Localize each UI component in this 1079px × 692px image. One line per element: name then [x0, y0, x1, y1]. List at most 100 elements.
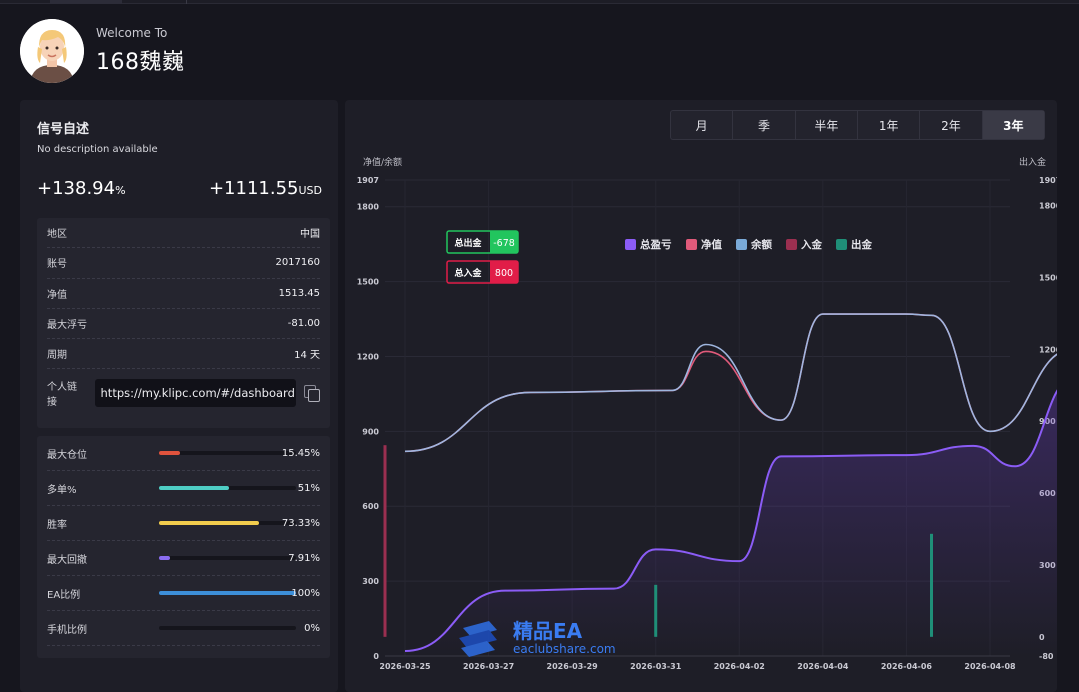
badge-value-bg — [490, 261, 518, 283]
welcome-text: Welcome To — [96, 26, 168, 40]
legend-swatch — [736, 239, 747, 250]
stat-label: 手机比例 — [47, 624, 87, 636]
page-header: Welcome To 168魏巍 — [20, 18, 185, 84]
active-tab-indicator[interactable] — [50, 0, 122, 4]
left-tick-label: 900 — [362, 427, 379, 436]
right-tick-label: 1500 — [1039, 273, 1057, 282]
copy-icon[interactable] — [304, 385, 320, 403]
stat-row-mobile-ratio: 手机比例 0% — [47, 611, 320, 646]
badge-label: 总出金 — [454, 237, 482, 249]
personal-link-field[interactable]: https://my.klipc.com/#/dashboard… — [94, 379, 297, 408]
stat-bar-fill — [159, 486, 229, 490]
badge-value: 800 — [495, 268, 513, 279]
left-tick-label: 1500 — [357, 278, 380, 287]
stat-value: 0% — [304, 622, 320, 634]
stat-label: EA比例 — [47, 589, 81, 601]
left-tick-label: 1907 — [357, 176, 379, 185]
balance-line — [404, 313, 1057, 453]
personal-link-row: 个人链接 https://my.klipc.com/#/dashboard… — [47, 379, 320, 409]
chart-panel: 月 季 半年 1年 2年 3年 净值/余额 出入金 0 300 600 900 1200 15… — [345, 100, 1057, 692]
stat-value: 100% — [291, 587, 320, 599]
x-tick-label: 2026-03-31 — [630, 662, 682, 671]
info-label: 最大浮亏 — [47, 320, 87, 332]
watermark-url: eaclubshare.com — [513, 642, 616, 656]
info-row-account: 账号 2017160 — [47, 248, 320, 279]
stats-card: 最大仓位 15.45% 多单% 51% 胜率 73.33% 最大回撤 7.91%… — [37, 436, 330, 658]
badge-value-bg — [490, 231, 518, 253]
stat-label: 多单% — [47, 484, 77, 496]
info-row-period: 周期 14 天 — [47, 339, 320, 370]
total-pnl-line — [404, 389, 1057, 653]
stat-bar-track — [159, 556, 296, 560]
username: 168魏巍 — [96, 50, 185, 75]
watermark-title: 精品EA — [513, 619, 583, 643]
info-label: 周期 — [47, 350, 67, 362]
legend-label: 净值 — [701, 238, 722, 251]
right-tick-label: 1800 — [1039, 202, 1057, 211]
stat-value: 7.91% — [288, 552, 320, 564]
withdrawal-bar — [654, 584, 658, 637]
right-tick-label: 1200 — [1039, 345, 1057, 354]
info-row-max-floating-loss: 最大浮亏 -81.00 — [47, 309, 320, 340]
legend-swatch — [786, 239, 797, 250]
avatar-illustration — [20, 19, 84, 83]
info-label: 地区 — [47, 229, 67, 241]
stat-row-max-position: 最大仓位 15.45% — [47, 436, 320, 471]
x-tick-label: 2026-03-25 — [379, 662, 431, 671]
info-value: 1513.45 — [278, 287, 320, 299]
info-value: 2017160 — [275, 257, 320, 269]
signal-panel: 信号自述 No description available +138.94% +… — [20, 100, 338, 692]
equity-line — [404, 313, 1057, 453]
left-tick-label: 600 — [362, 502, 379, 511]
stat-value: 51% — [297, 482, 320, 494]
info-label: 账号 — [47, 259, 67, 271]
badge-value: -678 — [493, 238, 515, 249]
stat-row-ea-ratio: EA比例 100% — [47, 576, 320, 611]
info-row-equity: 净值 1513.45 — [47, 279, 320, 309]
period-tab-2-year[interactable]: 2年 — [920, 111, 983, 139]
legend-swatch — [625, 239, 636, 250]
stat-bar-fill — [159, 556, 170, 560]
period-selector: 月 季 半年 1年 2年 3年 — [670, 110, 1045, 140]
avatar[interactable] — [20, 19, 84, 83]
link-label: 个人链接 — [47, 382, 77, 409]
left-tick-label: 1800 — [357, 203, 380, 212]
info-row-region: 地区 中国 — [47, 218, 320, 249]
profit-unit: USD — [298, 184, 322, 197]
period-tab-3-year[interactable]: 3年 — [982, 111, 1044, 139]
right-axis-label: 出入金 — [1019, 156, 1046, 168]
period-tab-half-year[interactable]: 半年 — [796, 111, 858, 139]
equity-chart[interactable]: 净值/余额出入金03006009001200150018001907-80030… — [345, 100, 1057, 692]
period-tab-1-year[interactable]: 1年 — [858, 111, 921, 139]
stat-bar-track — [159, 591, 296, 595]
signal-title: 信号自述 — [37, 122, 90, 137]
right-tick-label: -80 — [1039, 652, 1054, 661]
left-tick-label: 1200 — [357, 352, 380, 361]
stat-value: 15.45% — [281, 447, 320, 459]
info-value: 14 天 — [294, 350, 320, 362]
watermark-logo — [459, 621, 497, 657]
stat-bar-fill — [159, 451, 181, 455]
welcome-block: Welcome To 168魏巍 — [96, 26, 185, 76]
withdrawal-bar — [930, 533, 933, 637]
left-tick-label: 0 — [373, 652, 379, 661]
gain-value: +138.94 — [37, 178, 116, 199]
legend-swatch — [836, 239, 847, 250]
legend-label: 余额 — [750, 238, 772, 251]
period-tab-quarter[interactable]: 季 — [733, 111, 796, 139]
left-tick-label: 300 — [362, 577, 379, 586]
legend-label: 入金 — [801, 238, 822, 251]
profit-value: +1111.55 — [208, 178, 299, 199]
legend-label: 总盈亏 — [640, 238, 672, 251]
stat-label: 最大回撤 — [47, 554, 87, 566]
x-tick-label: 2026-04-04 — [797, 662, 849, 671]
legend-label: 出金 — [851, 238, 872, 251]
right-tick-label: 1907 — [1039, 176, 1057, 185]
pnl-area — [405, 391, 1057, 656]
tab-separator — [186, 0, 187, 4]
legend-swatch — [686, 239, 697, 250]
stat-value: 73.33% — [281, 517, 320, 529]
period-tab-month[interactable]: 月 — [671, 111, 734, 139]
info-value: 中国 — [300, 229, 320, 241]
left-axis-label: 净值/余额 — [363, 156, 402, 168]
